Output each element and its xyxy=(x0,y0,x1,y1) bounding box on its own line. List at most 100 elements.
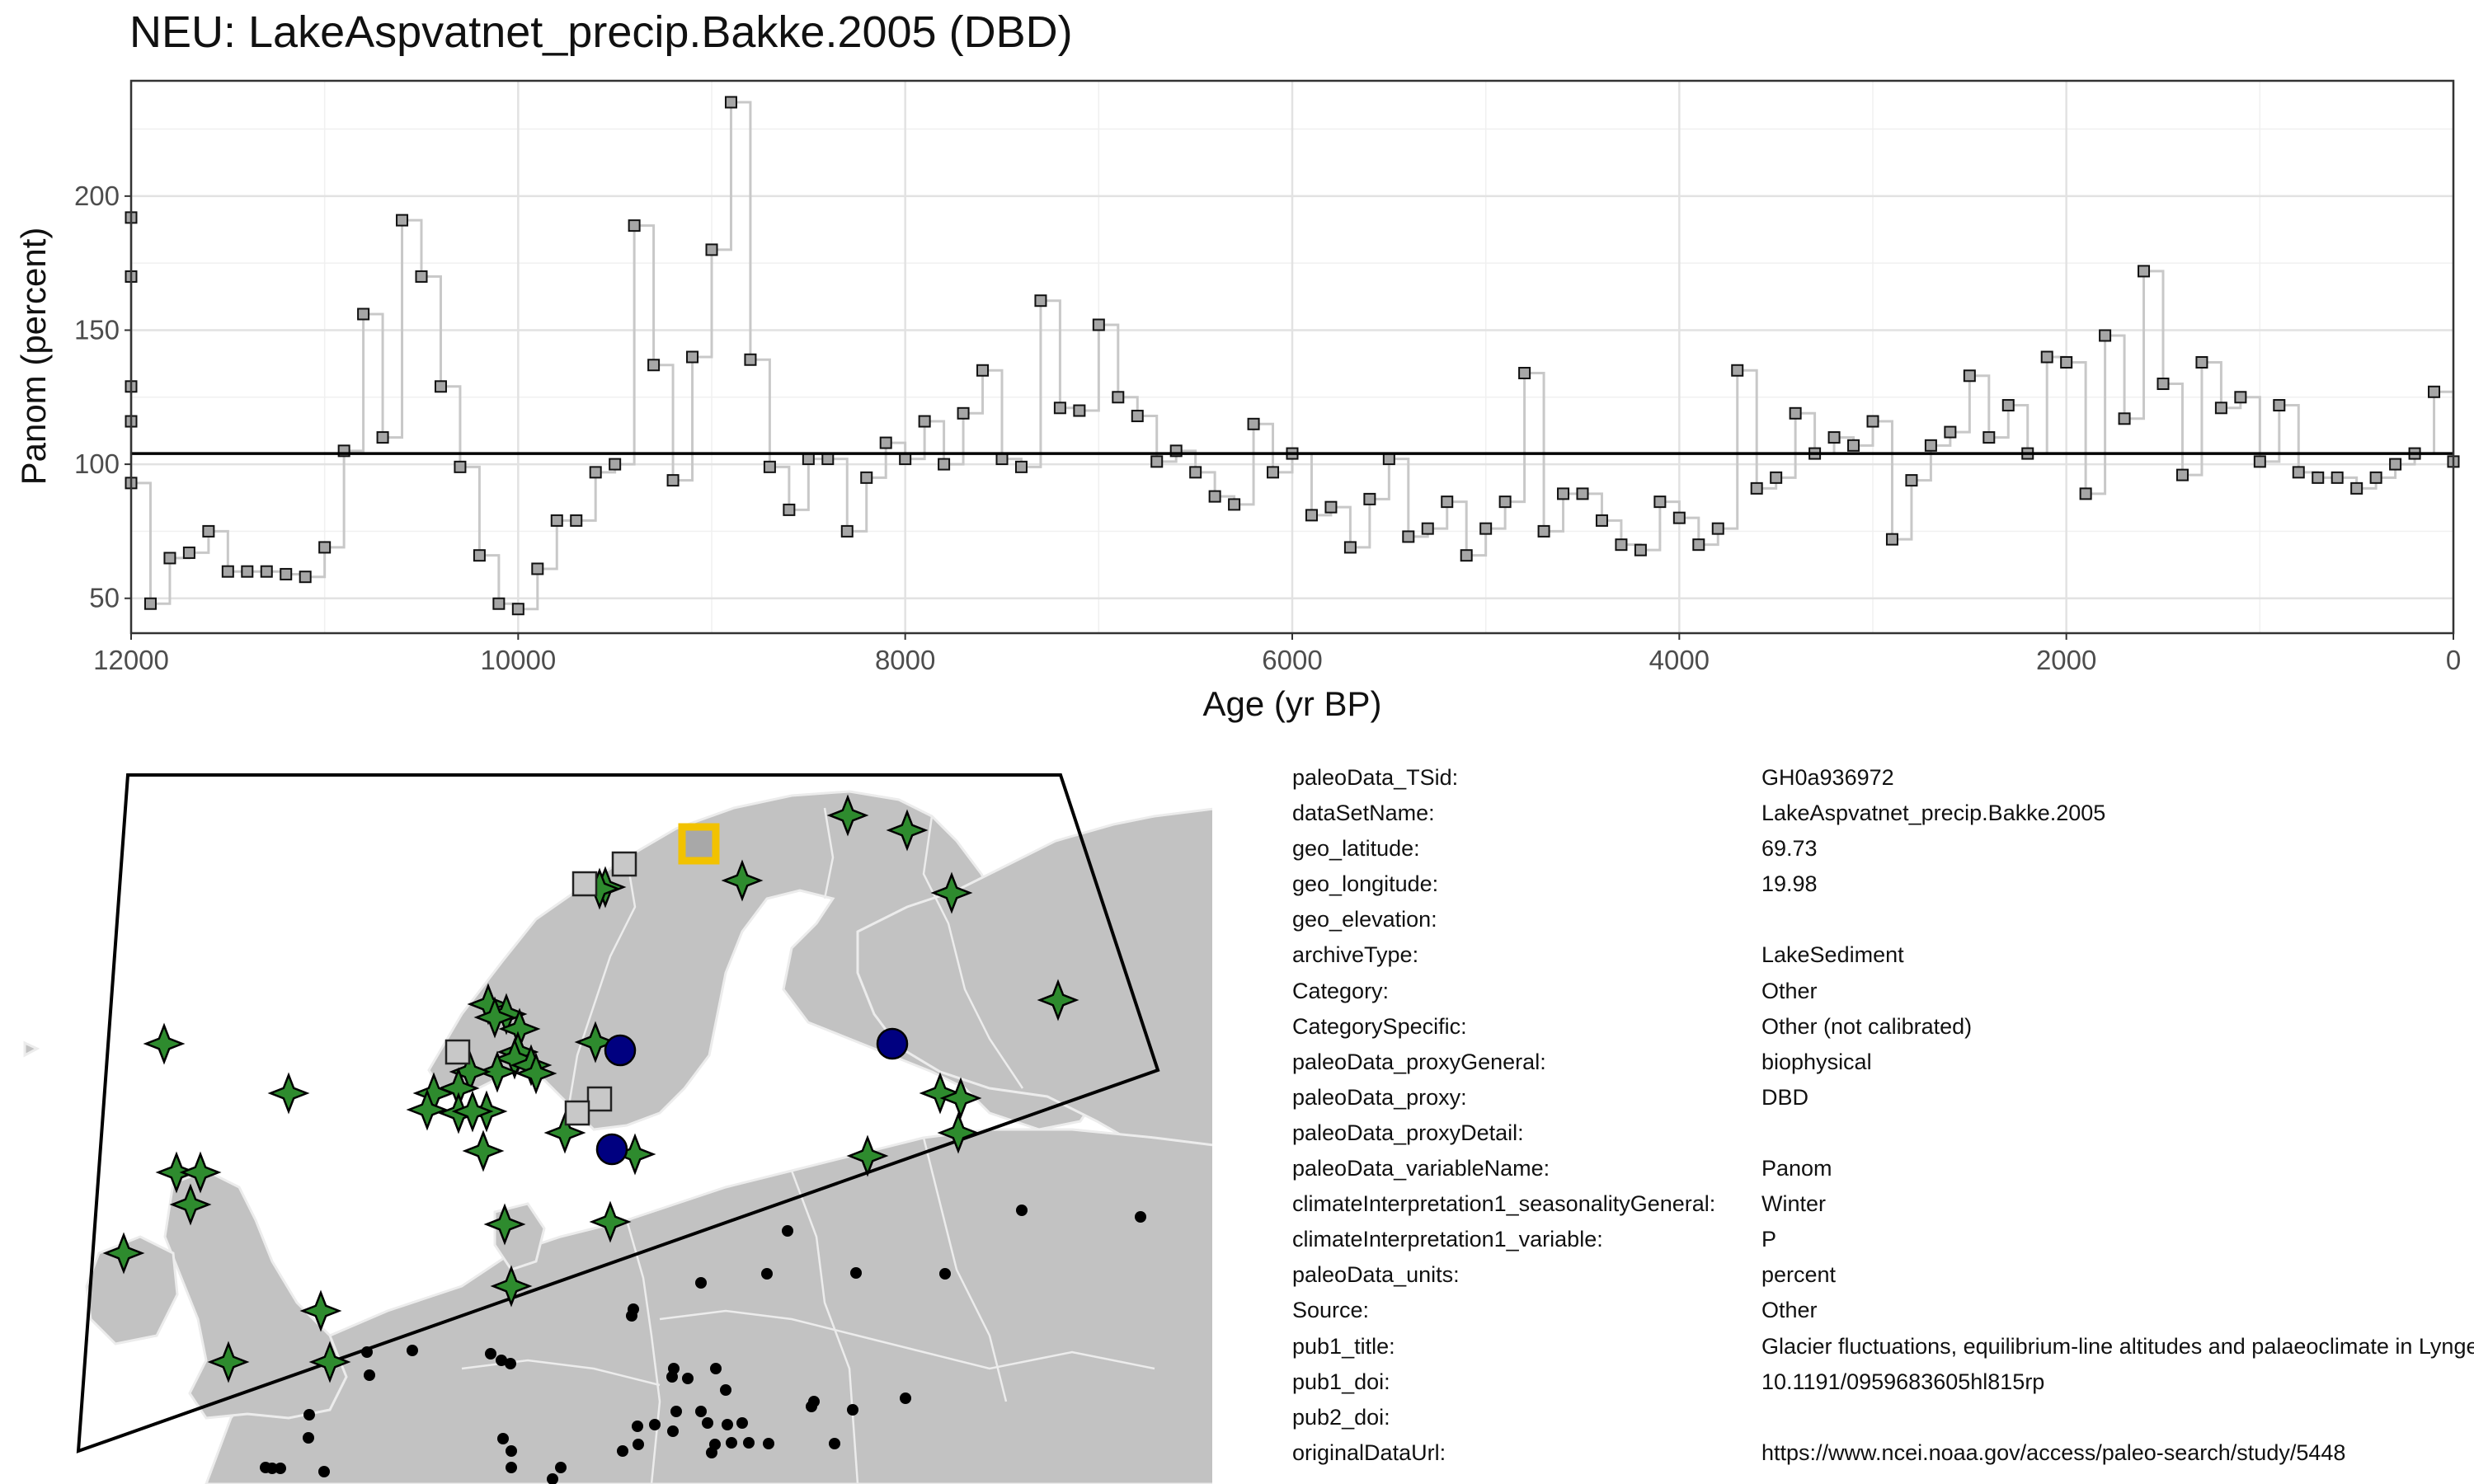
metadata-value: LakeAspvatnet_precip.Bakke.2005 xyxy=(1761,801,2106,826)
site-dot xyxy=(407,1345,418,1356)
site-star xyxy=(1037,979,1079,1021)
site-star xyxy=(473,996,516,1039)
site-dot xyxy=(666,1371,678,1383)
region-bounding-polygon xyxy=(76,773,1160,1453)
data-point xyxy=(1885,533,1898,546)
site-circle xyxy=(595,1133,628,1166)
data-point xyxy=(143,597,157,610)
border-finland-russia xyxy=(922,815,1024,1089)
data-point xyxy=(821,453,835,466)
metadata-row: paleoData_proxy: DBD xyxy=(1292,1080,2474,1115)
site-dot xyxy=(829,1438,840,1449)
data-point xyxy=(1866,415,1879,428)
data-point xyxy=(2369,471,2382,484)
site-square xyxy=(611,851,637,877)
site-star xyxy=(515,1052,557,1095)
data-point xyxy=(1402,530,1415,543)
metadata-value: 69.73 xyxy=(1761,836,1818,862)
metadata-row: climateInterpretation1_variable: P xyxy=(1292,1222,2474,1257)
site-dot xyxy=(720,1384,731,1396)
data-point xyxy=(2157,378,2170,391)
site-star xyxy=(919,1072,962,1115)
data-point xyxy=(1944,425,1957,439)
metadata-value: Other xyxy=(1761,1298,1818,1323)
x-axis-title: Age (yr BP) xyxy=(1202,684,1381,723)
site-dot xyxy=(275,1463,286,1474)
data-point xyxy=(318,541,332,554)
metadata-row: paleoData_variableName: Panom xyxy=(1292,1151,2474,1186)
data-point xyxy=(376,431,389,444)
site-dot xyxy=(496,1355,507,1366)
data-point xyxy=(609,458,622,471)
data-point xyxy=(1305,509,1318,522)
data-point xyxy=(511,603,524,616)
metadata-row: pub1_doi: 10.1191/0959683605hl815rp xyxy=(1292,1364,2474,1400)
site-dot xyxy=(364,1369,375,1381)
data-point xyxy=(2273,399,2286,412)
land-masses xyxy=(23,790,1212,1484)
site-square xyxy=(444,1039,471,1065)
metadata-key: paleoData_TSid: xyxy=(1292,765,1459,790)
data-point xyxy=(550,514,563,527)
metadata-value: Other xyxy=(1761,978,1818,1003)
site-dot xyxy=(850,1267,862,1279)
data-point xyxy=(1576,487,1589,500)
site-dot xyxy=(506,1445,517,1457)
data-point xyxy=(686,350,699,364)
data-point xyxy=(241,565,254,578)
site-star xyxy=(308,1341,351,1383)
site-dot xyxy=(710,1363,722,1374)
site-dot xyxy=(318,1466,330,1477)
site-map xyxy=(23,773,1212,1484)
site-star xyxy=(207,1341,250,1383)
data-point xyxy=(1189,466,1202,479)
site-dot xyxy=(485,1348,496,1360)
data-point xyxy=(1789,406,1802,420)
data-point xyxy=(1460,549,1473,562)
data-point xyxy=(995,453,1009,466)
border-sweden-finland xyxy=(823,807,835,899)
site-dot xyxy=(303,1409,315,1421)
data-point xyxy=(2389,458,2402,471)
data-point xyxy=(1150,455,1164,468)
site-star xyxy=(930,871,973,914)
data-point xyxy=(840,524,854,538)
data-point xyxy=(2214,402,2227,415)
metadata-key: climateInterpretation1_variable: xyxy=(1292,1227,1603,1252)
site-dot xyxy=(632,1421,643,1432)
metadata-row: Source: Other xyxy=(1292,1293,2474,1328)
data-point xyxy=(1924,439,1937,452)
site-dot xyxy=(695,1277,707,1289)
data-point xyxy=(1498,495,1512,509)
metadata-value: Glacier fluctuations, equilibrium-line a… xyxy=(1761,1333,2474,1359)
metadata-key: geo_longitude: xyxy=(1292,871,1439,897)
metadata-key: pub2_doi: xyxy=(1292,1404,1390,1430)
data-point xyxy=(1770,471,1783,484)
data-point xyxy=(938,458,951,471)
metadata-value: Other (not calibrated) xyxy=(1761,1013,1973,1039)
site-star xyxy=(102,1232,145,1275)
site-dot xyxy=(782,1225,793,1237)
y-axis-title: Panom (percent) xyxy=(14,228,53,486)
data-point xyxy=(763,460,776,473)
site-square xyxy=(571,871,598,897)
metadata-key: climateInterpretation1_seasonalityGenera… xyxy=(1292,1191,1716,1217)
site-dot xyxy=(847,1404,858,1416)
data-point xyxy=(1537,524,1550,538)
metadata-key: paleoData_proxy: xyxy=(1292,1084,1467,1110)
data-point xyxy=(570,514,583,527)
data-point xyxy=(2350,481,2363,495)
data-point xyxy=(434,380,447,393)
metadata-key: CategorySpecific: xyxy=(1292,1013,1467,1039)
site-dot xyxy=(763,1438,774,1449)
site-star xyxy=(846,1134,889,1177)
site-star xyxy=(937,1111,980,1154)
data-point xyxy=(2040,350,2053,364)
data-point xyxy=(957,406,970,420)
site-dot xyxy=(695,1406,707,1417)
site-dot xyxy=(726,1437,737,1449)
data-point xyxy=(1479,522,1493,535)
site-dot xyxy=(667,1425,679,1437)
site-star xyxy=(462,1129,505,1172)
metadata-key: archiveType: xyxy=(1292,942,1419,968)
